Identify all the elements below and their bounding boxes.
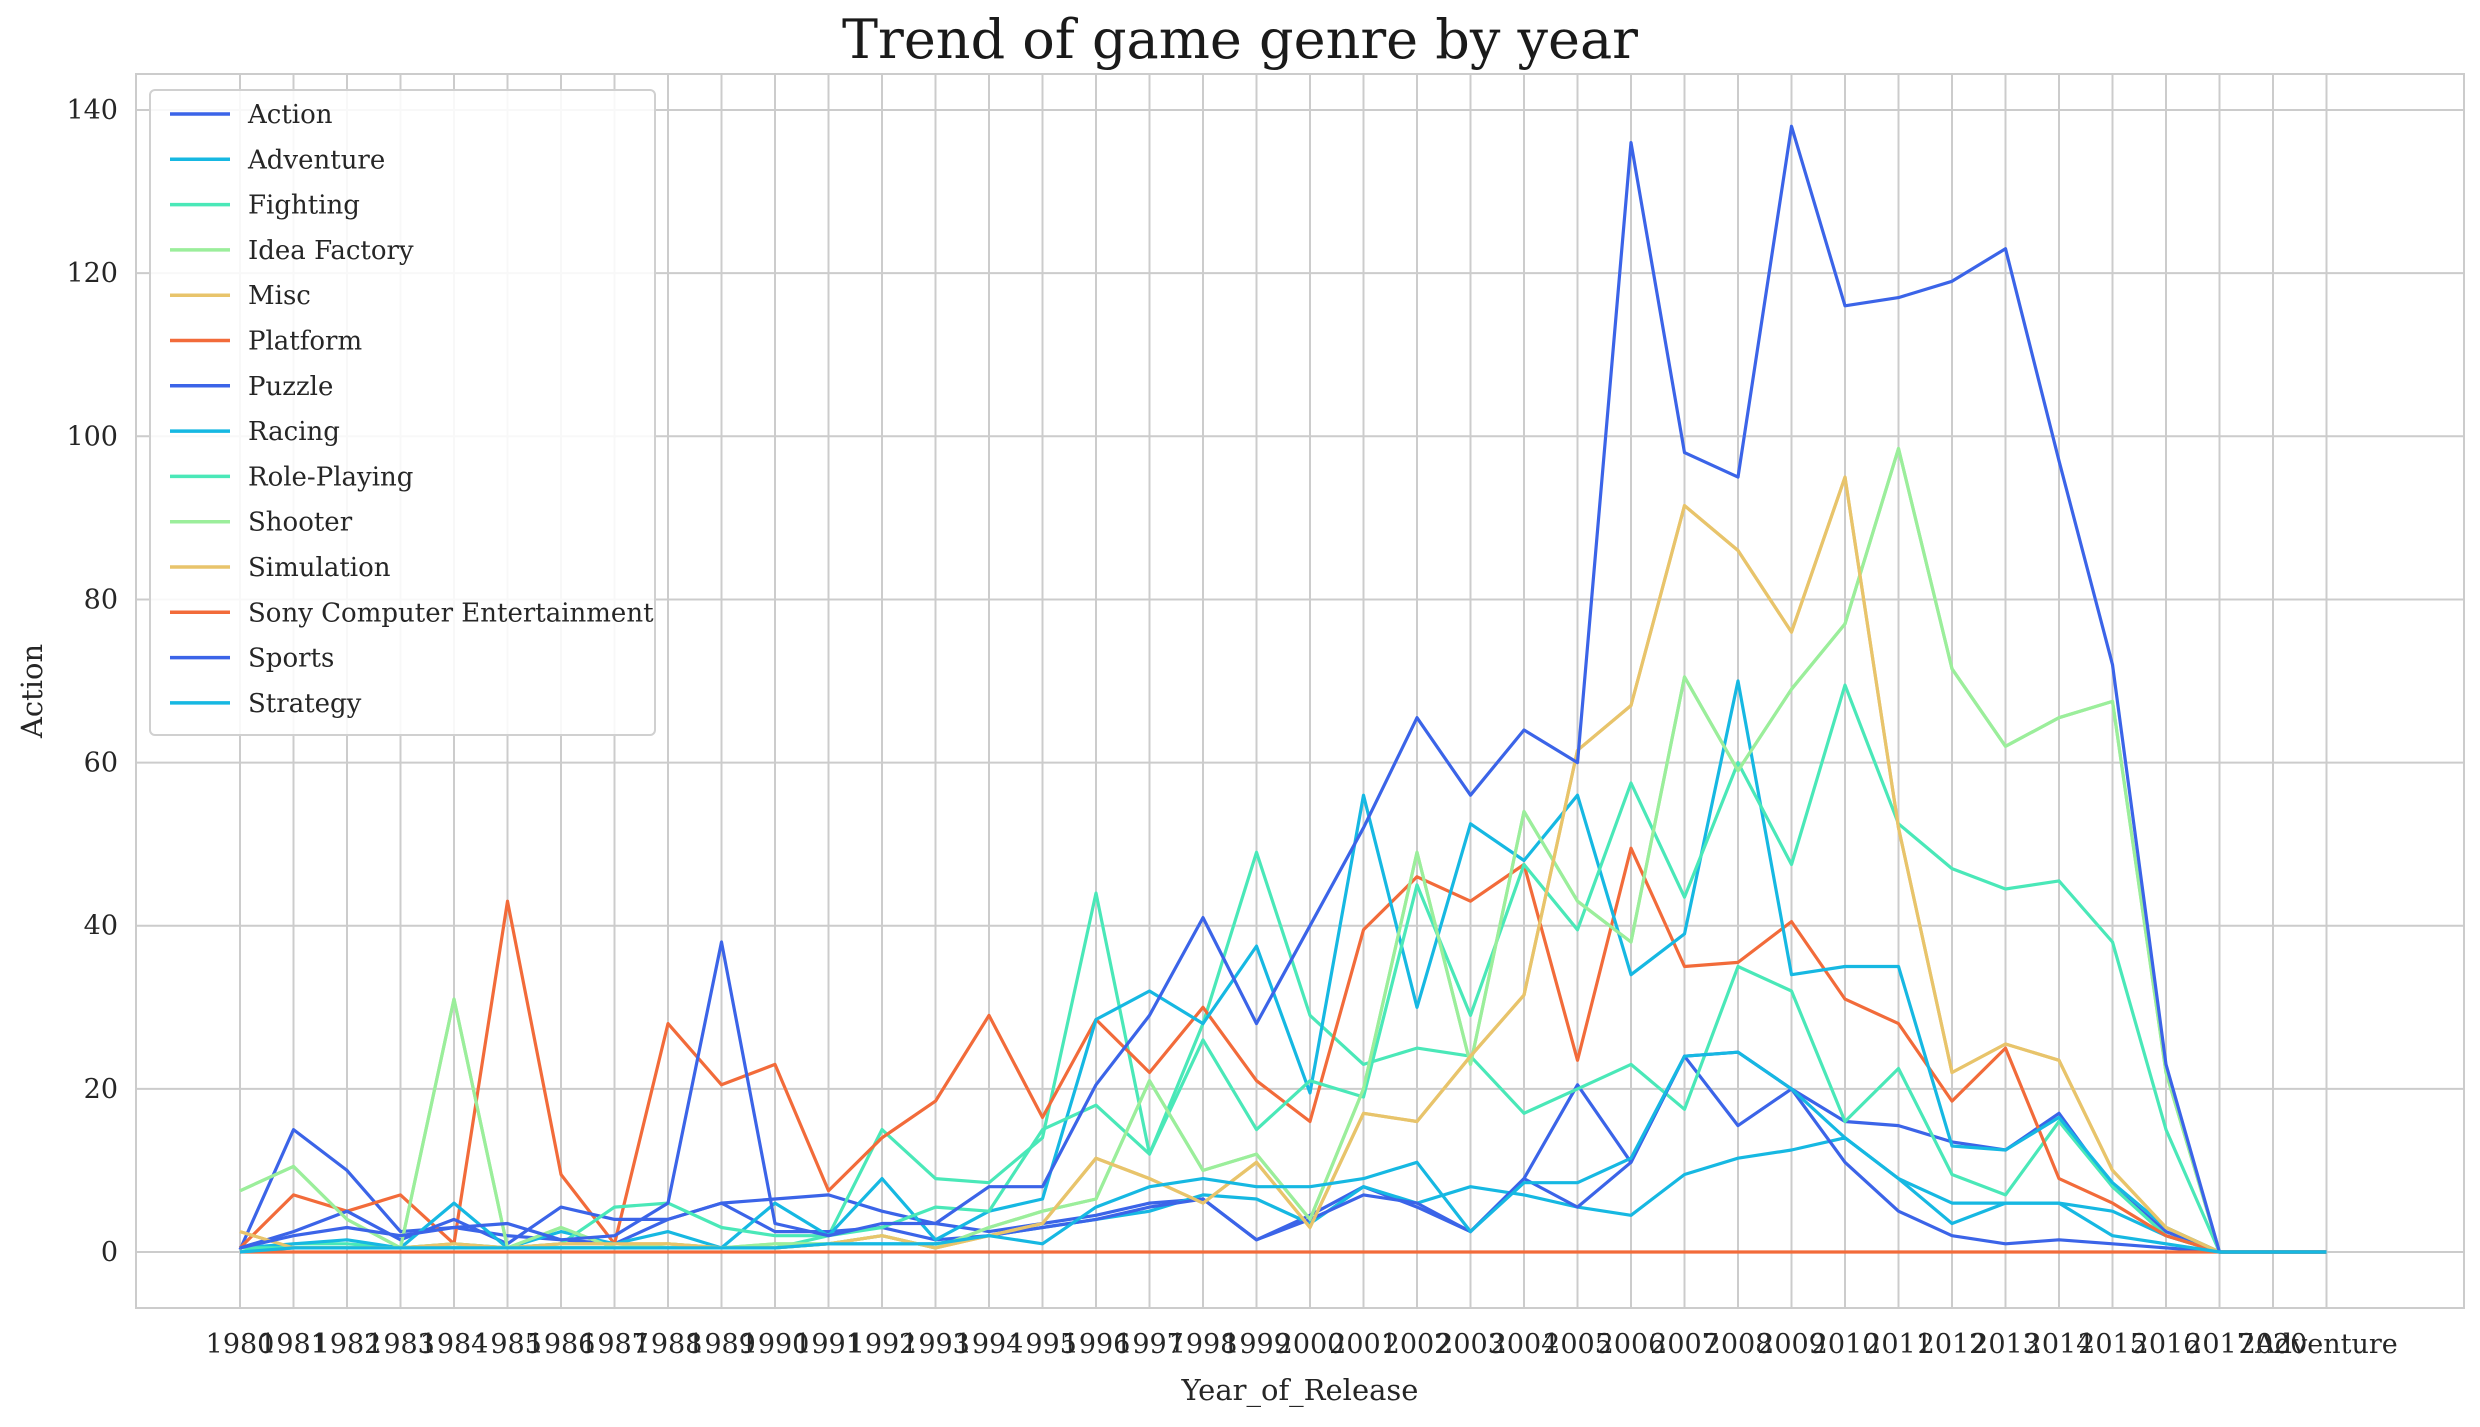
legend-item: Simulation bbox=[248, 553, 391, 583]
legend-item: Sports bbox=[248, 644, 334, 674]
x-tick-label: 2004 bbox=[1490, 1329, 1559, 1360]
x-tick-label: 2000 bbox=[1276, 1329, 1345, 1360]
x-tick-label: 1992 bbox=[848, 1329, 917, 1360]
x-tick-label: 1987 bbox=[580, 1329, 649, 1360]
y-tick-label: 140 bbox=[66, 95, 118, 126]
x-tick-label: 1991 bbox=[794, 1329, 863, 1360]
x-tick-label: 2006 bbox=[1597, 1329, 1666, 1360]
x-tick-label: 1996 bbox=[1062, 1329, 1131, 1360]
legend-item: Puzzle bbox=[248, 372, 333, 402]
x-tick-label: 2003 bbox=[1436, 1329, 1505, 1360]
x-tick-label: 1985 bbox=[473, 1329, 542, 1360]
legend-item: Adventure bbox=[247, 145, 385, 175]
x-tick-label: 1989 bbox=[687, 1329, 756, 1360]
chart-title: Trend of game genre by year bbox=[842, 8, 1638, 71]
y-tick-label: 0 bbox=[101, 1237, 118, 1268]
x-tick-label: 1995 bbox=[1008, 1329, 1077, 1360]
x-tick-label: 2016 bbox=[2132, 1329, 2201, 1360]
x-tick-label: 2008 bbox=[1704, 1329, 1773, 1360]
x-tick-label: 2009 bbox=[1757, 1329, 1826, 1360]
legend-item: Fighting bbox=[248, 191, 360, 221]
x-tick-label: 2015 bbox=[2078, 1329, 2147, 1360]
legend-item: Idea Factory bbox=[248, 236, 414, 266]
y-tick-label: 20 bbox=[84, 1074, 118, 1105]
x-axis-label: Year_of_Release bbox=[1181, 1373, 1419, 1408]
y-tick-label: 80 bbox=[84, 584, 118, 615]
series-lines bbox=[238, 124, 2327, 1254]
x-tick-label: 2011 bbox=[1864, 1329, 1933, 1360]
y-tick-label: 40 bbox=[84, 911, 118, 942]
x-tick-label: 2001 bbox=[1329, 1329, 1398, 1360]
x-tick-label: 1986 bbox=[527, 1329, 596, 1360]
x-tick-label: 1994 bbox=[955, 1329, 1024, 1360]
x-tick-label: 2013 bbox=[1971, 1329, 2040, 1360]
x-tick-label: 1990 bbox=[741, 1329, 810, 1360]
series-line bbox=[238, 846, 2327, 1254]
x-tick-label: 2020 bbox=[2239, 1329, 2308, 1360]
y-tick-label: 60 bbox=[84, 748, 118, 779]
legend: Action Adventure Fighting Idea Factory Misc P… bbox=[149, 89, 656, 736]
x-tick-label: 1998 bbox=[1169, 1329, 1238, 1360]
y-tick-label: 120 bbox=[66, 258, 118, 289]
legend-item: Sony Computer Entertainment bbox=[248, 598, 654, 628]
x-tick-label: 1982 bbox=[313, 1329, 382, 1360]
x-tick-label: 2014 bbox=[2025, 1329, 2094, 1360]
x-tick-label: 2002 bbox=[1383, 1329, 1452, 1360]
legend-item: Racing bbox=[248, 417, 340, 447]
x-tick-label: 1997 bbox=[1115, 1329, 1184, 1360]
x-tick-label: Adventure bbox=[2254, 1329, 2398, 1360]
series-line bbox=[240, 683, 2327, 1254]
series-line bbox=[238, 1054, 2327, 1254]
x-axis-ticks: 1980198119821983198419851986198719881989… bbox=[206, 1329, 2398, 1360]
series-line bbox=[239, 1050, 2327, 1254]
y-axis-ticks: 0 20 40 60 80 100 120 140 bbox=[66, 95, 118, 1268]
x-tick-label: 1993 bbox=[901, 1329, 970, 1360]
x-tick-label: 1988 bbox=[634, 1329, 703, 1360]
x-tick-label: 1981 bbox=[259, 1329, 328, 1360]
series-line bbox=[239, 1050, 2327, 1254]
legend-item: Action bbox=[247, 100, 333, 130]
x-tick-label: 2017 bbox=[2185, 1329, 2254, 1360]
y-tick-label: 100 bbox=[66, 421, 118, 452]
legend-item: Platform bbox=[248, 327, 362, 357]
x-tick-label: 2005 bbox=[1543, 1329, 1612, 1360]
x-tick-label: 2010 bbox=[1811, 1329, 1880, 1360]
x-tick-label: 1980 bbox=[206, 1329, 275, 1360]
y-axis-label: Action bbox=[15, 644, 49, 739]
legend-box bbox=[149, 89, 656, 736]
legend-item: Misc bbox=[248, 281, 311, 311]
series-line bbox=[239, 475, 2327, 1254]
series-line bbox=[239, 124, 2327, 1254]
x-tick-label: 2012 bbox=[1918, 1329, 1987, 1360]
x-tick-label: 1999 bbox=[1222, 1329, 1291, 1360]
legend-item: Strategy bbox=[248, 689, 362, 719]
x-tick-label: 1983 bbox=[366, 1329, 435, 1360]
x-tick-label: 1984 bbox=[420, 1329, 489, 1360]
legend-item: Shooter bbox=[248, 508, 353, 538]
legend-item: Role-Playing bbox=[248, 462, 413, 492]
x-tick-label: 2007 bbox=[1650, 1329, 1719, 1360]
